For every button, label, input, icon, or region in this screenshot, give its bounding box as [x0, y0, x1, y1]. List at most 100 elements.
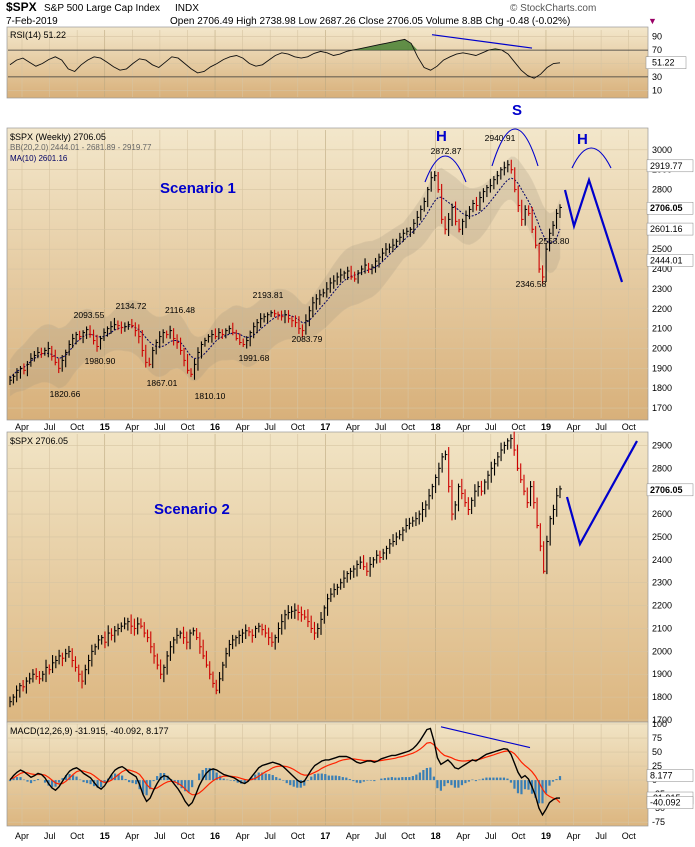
- s1-axis-tick-label: 18: [431, 422, 441, 432]
- macd-histogram-bar: [268, 774, 271, 781]
- scenario-1-y-tick-label: 3000: [652, 145, 672, 155]
- s1-axis-tick-label: Oct: [291, 422, 306, 432]
- macd-histogram-bar: [555, 779, 558, 781]
- exchange: INDX: [175, 3, 199, 14]
- macd-axis-tick-label: 15: [100, 831, 110, 841]
- macd-line: [9, 727, 560, 817]
- macd-histogram-bar: [520, 780, 523, 795]
- macd-histogram-bar: [401, 777, 404, 781]
- macd-histogram-bar: [439, 780, 442, 791]
- macd-histogram-bar: [310, 776, 313, 781]
- ma-10-line: [9, 177, 561, 379]
- macd-axis-tick-label: Apr: [236, 831, 250, 841]
- macd-histogram-bar: [383, 778, 386, 781]
- macd-histogram-bar: [117, 774, 120, 781]
- bb-lower-value-box: [646, 254, 694, 267]
- macd-histogram-bar: [26, 780, 29, 782]
- macd-histogram-bar: [50, 780, 54, 788]
- scenario-1-y-tick-label: 2400: [652, 264, 672, 274]
- macd-axis-tick-label: Apr: [125, 831, 139, 841]
- macd-histogram-bar: [345, 777, 348, 781]
- price-close-2-value-box: [646, 483, 694, 497]
- scenario-2-y-tick-label: 1700: [652, 715, 672, 725]
- macd-histogram-bar: [96, 780, 99, 788]
- macd-histogram-bar: [121, 775, 124, 781]
- macd-histogram-bar: [411, 776, 414, 781]
- macd-histogram-bar: [362, 780, 365, 782]
- macd-histogram-bar: [222, 778, 225, 781]
- head-arc: [491, 128, 539, 167]
- s1-axis-tick-label: Jul: [154, 422, 166, 432]
- right-shoulder-arc: [571, 147, 612, 169]
- macd-axis-tick-label: 16: [210, 831, 220, 841]
- macd-histogram-bar: [43, 780, 47, 783]
- macd-histogram-bar: [71, 775, 75, 781]
- date: 7-Feb-2019: [6, 16, 58, 27]
- scenario-1-y-tick-label: 2500: [652, 244, 672, 254]
- macd-histogram-bar: [36, 779, 40, 781]
- macd-histogram-bar: [306, 780, 309, 781]
- macd-axis-tick-label: Apr: [346, 831, 360, 841]
- scenario-2-y-tick-label: 1900: [652, 669, 672, 679]
- price-annotation: 2553.80: [539, 236, 570, 246]
- brand-logo[interactable]: © StockCharts.com: [510, 3, 596, 14]
- macd-histogram-bar: [184, 780, 187, 792]
- left-shoulder-label: H: [436, 128, 447, 145]
- macd-histogram-bar: [537, 780, 541, 804]
- macd-histogram-bar: [278, 778, 281, 781]
- macd-histogram-bar: [516, 780, 520, 794]
- macd-signal-value-label: -40.092: [650, 798, 681, 808]
- macd-histogram-bar: [471, 779, 474, 781]
- macd-histogram-bar: [243, 780, 246, 784]
- macd-histogram-bar: [78, 779, 82, 781]
- macd-histogram-bar: [478, 779, 481, 781]
- s1-axis-tick-label: Jul: [595, 422, 607, 432]
- scenario-2-y-tick-label: 2000: [652, 646, 672, 656]
- macd-histogram-bar: [460, 780, 464, 786]
- price-annotation: 2083.79: [292, 334, 323, 344]
- macd-histogram-bar: [261, 772, 264, 781]
- macd-histogram-bar: [215, 772, 218, 781]
- rsi-y-tick-label: 30: [652, 72, 662, 82]
- price-annotation: 2093.55: [74, 310, 105, 320]
- macd-histogram-bar: [523, 780, 527, 790]
- price-close-value-box: [646, 201, 694, 215]
- macd-axis-tick-label: Jul: [154, 831, 166, 841]
- macd-histogram-bar: [82, 780, 85, 783]
- price-annotation: 2872.87: [431, 146, 462, 156]
- macd-axis-tick-label: Jul: [375, 831, 387, 841]
- price-annotation: 2193.81: [253, 290, 284, 300]
- macd-histogram-bar: [166, 775, 169, 781]
- macd-histogram-bar: [254, 774, 257, 781]
- macd-axis-tick-label: Jul: [44, 831, 56, 841]
- s1-axis-tick-label: 16: [210, 422, 220, 432]
- macd-histogram-bar: [250, 777, 253, 781]
- scenario-2-title: Scenario 2: [154, 501, 230, 518]
- s1-axis-tick-label: Apr: [125, 422, 139, 432]
- s1-axis-tick-label: 17: [320, 422, 330, 432]
- price2-legend: $SPX 2706.05: [10, 436, 68, 446]
- rsi-value-box: [645, 56, 687, 69]
- macd-histogram-bar: [464, 780, 467, 784]
- macd-histogram-bar: [156, 776, 159, 781]
- price-close-2-value-label: 2706.05: [650, 485, 683, 495]
- scenario-1-y-tick-label: 2100: [652, 324, 672, 334]
- macd-histogram-bar: [541, 780, 544, 804]
- macd-histogram-bar: [327, 775, 330, 781]
- macd-axis-tick-label: Apr: [15, 831, 29, 841]
- macd-histogram-bar: [429, 767, 432, 781]
- macd-divergence-line: [440, 726, 531, 749]
- macd-histogram-bar: [317, 773, 320, 781]
- ma-10-value-label: 2601.16: [650, 224, 683, 234]
- macd-histogram-bar: [187, 780, 190, 793]
- macd-histogram-bar: [331, 775, 334, 781]
- right-shoulder-label: H: [577, 131, 588, 148]
- macd-histogram-bar: [64, 775, 68, 781]
- macd-histogram-bar: [334, 775, 337, 781]
- scenario-2-y-tick-label: 2300: [652, 578, 672, 588]
- macd-histogram-bar: [145, 780, 148, 796]
- macd-histogram-bar: [373, 780, 376, 782]
- s1-axis-tick-label: Jul: [44, 422, 56, 432]
